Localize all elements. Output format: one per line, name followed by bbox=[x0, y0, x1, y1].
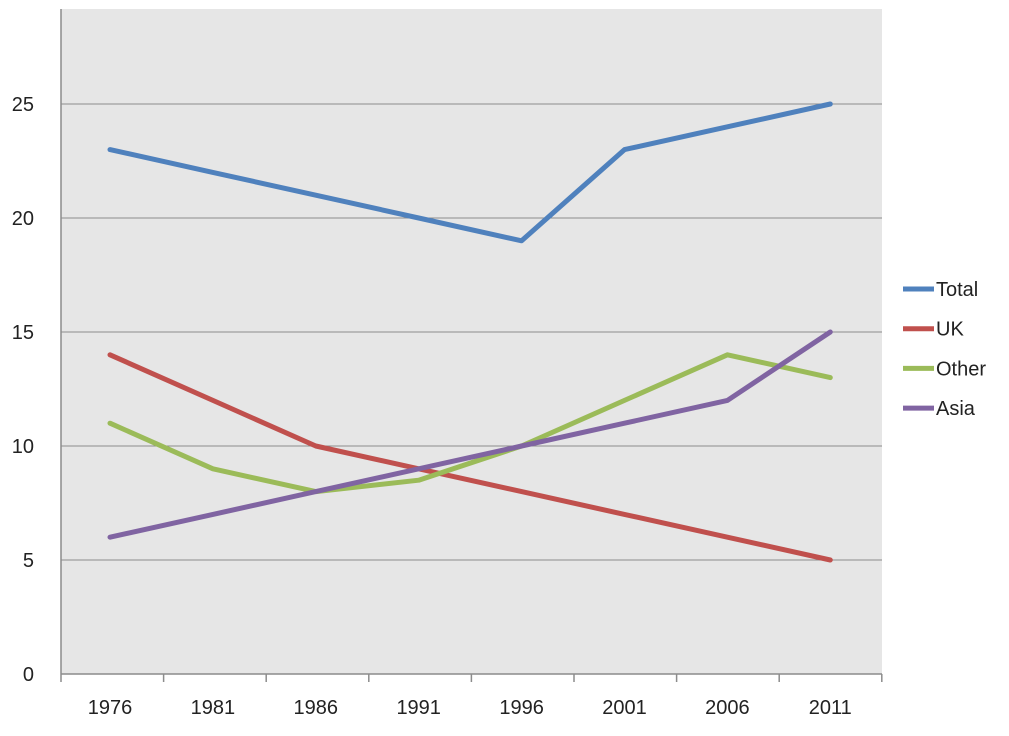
x-tick-label: 2006 bbox=[705, 697, 750, 719]
y-tick-label: 20 bbox=[12, 208, 34, 230]
x-tick-label: 1986 bbox=[294, 697, 339, 719]
y-tick-label: 15 bbox=[12, 322, 34, 344]
y-tick-label: 5 bbox=[23, 550, 34, 572]
legend: Total UK Other Asia bbox=[903, 279, 986, 420]
y-tick-label: 25 bbox=[12, 94, 34, 116]
legend-label-asia: Asia bbox=[936, 398, 976, 420]
x-tick-label: 1991 bbox=[396, 697, 441, 719]
legend-label-total: Total bbox=[936, 279, 978, 301]
plot-area bbox=[61, 9, 882, 674]
y-tick-label: 10 bbox=[12, 436, 34, 458]
x-tick-label: 1976 bbox=[88, 697, 133, 719]
legend-label-uk: UK bbox=[936, 319, 964, 341]
x-tick-label: 2011 bbox=[809, 697, 852, 719]
y-tick-label: 0 bbox=[23, 664, 34, 686]
x-tick-label: 1996 bbox=[499, 697, 544, 719]
x-tick-label: 1981 bbox=[191, 697, 236, 719]
x-tick-label: 2001 bbox=[602, 697, 647, 719]
legend-label-other: Other bbox=[936, 358, 986, 380]
